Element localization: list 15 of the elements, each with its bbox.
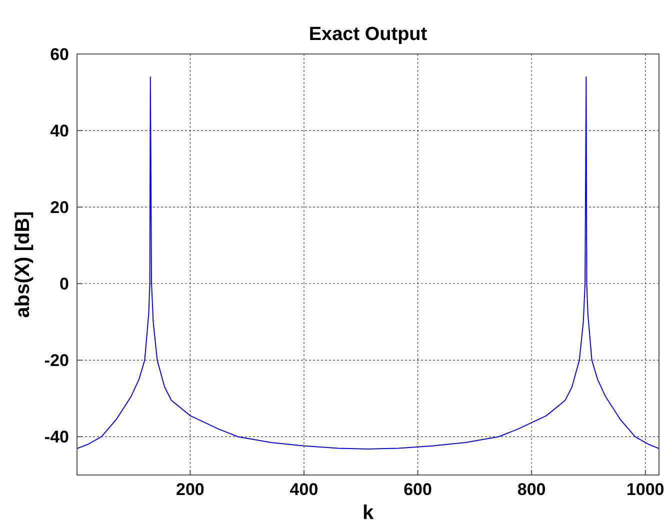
line-series <box>77 76 659 450</box>
x-tick-label: 400 <box>290 480 318 499</box>
y-tick-label: 0 <box>60 274 69 294</box>
y-tick-label: -40 <box>44 428 69 447</box>
y-tick-label: 40 <box>50 121 69 140</box>
x-tick-label: 600 <box>404 480 432 499</box>
y-tick-label: -20 <box>44 351 69 370</box>
y-axis-title: abs(X) [dB] <box>12 211 34 318</box>
y-tick-label: 20 <box>50 198 69 218</box>
x-tick-label: 1000 <box>626 480 664 499</box>
chart-title: Exact Output <box>308 24 428 45</box>
y-tick-label: 60 <box>50 44 69 64</box>
x-tick-label: 200 <box>176 480 204 499</box>
x-tick-label: 800 <box>517 480 546 499</box>
x-axis-title: k <box>362 502 374 524</box>
